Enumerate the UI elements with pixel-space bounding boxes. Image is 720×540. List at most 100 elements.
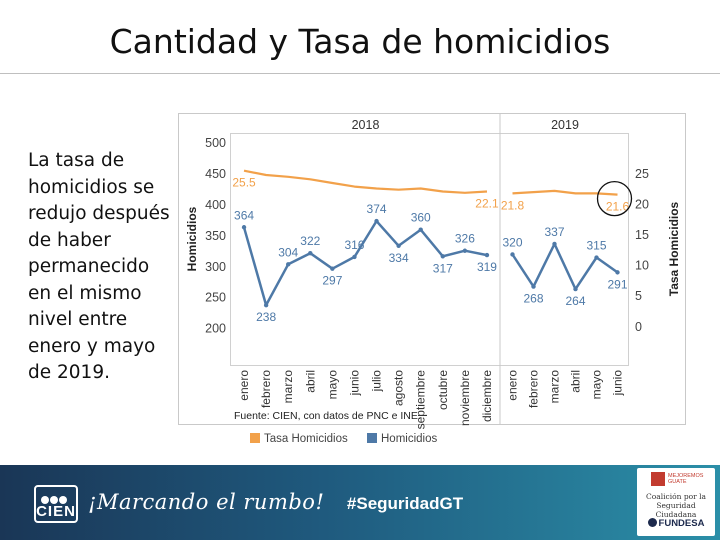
x-tick-label: enero [506, 370, 520, 401]
count-point [241, 225, 247, 230]
x-tick-label: febrero [259, 370, 273, 408]
count-point [263, 302, 269, 308]
x-tick-label: noviembre [458, 370, 472, 426]
mejoremos-guate-text: MEJOREMOS GUATE [668, 473, 704, 485]
y-tick-label: 500 [205, 136, 226, 150]
fundesa-icon [647, 518, 657, 527]
highlight-circle [596, 180, 633, 217]
count-point [573, 286, 578, 292]
count-label: 268 [523, 292, 543, 306]
y2-tick-label: 0 [635, 320, 642, 334]
count-label: 238 [256, 310, 276, 324]
count-point [594, 255, 599, 260]
title-divider [0, 73, 720, 74]
count-point [374, 218, 379, 224]
logo-dots-icon [41, 491, 71, 504]
count-point [418, 227, 423, 232]
x-tick-label: febrero [527, 370, 541, 408]
count-point [440, 254, 445, 259]
footer-slogan: ¡Marcando el rumbo! [88, 490, 325, 514]
source-note: Fuente: CIEN, con datos de PNC e INE. [234, 410, 421, 422]
y2-tick-label: 25 [635, 167, 649, 181]
count-label: 374 [367, 202, 387, 216]
year-label-2018: 2018 [352, 118, 380, 132]
y-tick-label: 200 [205, 322, 226, 336]
count-point [308, 251, 313, 256]
count-label: 315 [586, 239, 606, 253]
count-point [330, 266, 335, 271]
x-tick-label: abril [569, 370, 583, 393]
mejoremos-guate-icon [651, 472, 665, 486]
cien-logo: CIEN [34, 485, 78, 523]
count-label: 364 [234, 208, 254, 222]
x-tick-label: junio [347, 370, 361, 397]
legend-label-rate: Tasa Homicidios [264, 433, 348, 445]
legend-swatch-count [367, 433, 377, 443]
x-tick-label: junio [611, 370, 625, 397]
count-label: 291 [607, 277, 627, 291]
x-tick-label: septiembre [414, 370, 428, 430]
x-tick-label: agosto [392, 370, 406, 406]
rate-label: 21.6 [606, 200, 630, 214]
coalicion-text: Coalición por la Seguridad Ciudadana [645, 492, 706, 519]
count-point [352, 254, 357, 260]
count-label: 304 [278, 245, 298, 259]
count-label: 360 [411, 211, 431, 225]
x-tick-label: marzo [281, 370, 295, 404]
plot-area [230, 133, 629, 366]
x-tick-label: julio [370, 370, 384, 393]
x-tick-label: mayo [590, 370, 604, 400]
count-label: 326 [455, 232, 475, 246]
rate-line-2018 [243, 169, 488, 194]
count-label: 317 [433, 261, 453, 275]
rate-label: 22.1 [475, 197, 499, 211]
y-tick-label: 350 [205, 229, 226, 243]
footer-hashtag: #SeguridadGT [346, 494, 464, 513]
count-line-2018 [242, 219, 488, 307]
y2-tick-label: 20 [635, 197, 649, 211]
count-point [615, 270, 620, 275]
homicide-chart: 2018 2019 200 250 300 350 400 450 500 0 5 10 15 20 25 H… [178, 113, 686, 445]
x-tick-label: abril [303, 370, 317, 393]
count-line-2019 [511, 242, 619, 291]
count-label: 334 [389, 251, 409, 265]
count-point [396, 243, 401, 248]
partner-logo: MEJOREMOS GUATE Coalición por la Segurid… [637, 468, 715, 536]
y2-tick-label: 10 [635, 259, 649, 273]
slide-title: Cantidad y Tasa de homicidios [109, 22, 611, 61]
count-label: 264 [565, 294, 585, 308]
chart-frame [178, 113, 686, 425]
x-tick-label: mayo [325, 370, 339, 400]
count-label: 316 [344, 238, 364, 252]
x-tick-label: enero [237, 370, 251, 401]
side-text: La tasa de homicidios se redujo después … [28, 150, 170, 383]
rate-label: 21.8 [501, 198, 525, 212]
count-label: 297 [322, 274, 342, 288]
x-tick-label: octubre [436, 370, 450, 410]
x-tick-label: diciembre [480, 370, 494, 422]
y2-tick-label: 5 [635, 289, 642, 303]
legend-swatch-rate [250, 433, 260, 443]
y2-tick-label: 15 [635, 228, 649, 242]
footer-bar [0, 465, 720, 540]
fundesa-text: FUNDESA [658, 518, 705, 529]
count-label: 320 [502, 235, 522, 249]
count-point [484, 252, 490, 258]
year-label-2019: 2019 [551, 118, 579, 132]
y-tick-label: 300 [205, 260, 226, 274]
count-point [462, 248, 468, 253]
count-label: 322 [300, 234, 320, 248]
count-point [531, 284, 536, 289]
rate-line-2019 [512, 189, 618, 196]
count-point [552, 241, 557, 247]
fundesa-logo: FUNDESA [641, 518, 711, 529]
count-point [510, 252, 515, 257]
legend-label-count: Homicidios [381, 433, 437, 445]
logo-text: CIEN [36, 503, 76, 520]
count-label: 319 [477, 260, 497, 274]
y-tick-label: 450 [205, 167, 226, 181]
count-label: 337 [544, 225, 564, 239]
y-tick-label: 400 [205, 198, 226, 212]
chart-container: 2018 2019 200 250 300 350 400 450 500 0 5 10 15 20 25 H… [178, 113, 686, 448]
count-point [286, 262, 291, 267]
